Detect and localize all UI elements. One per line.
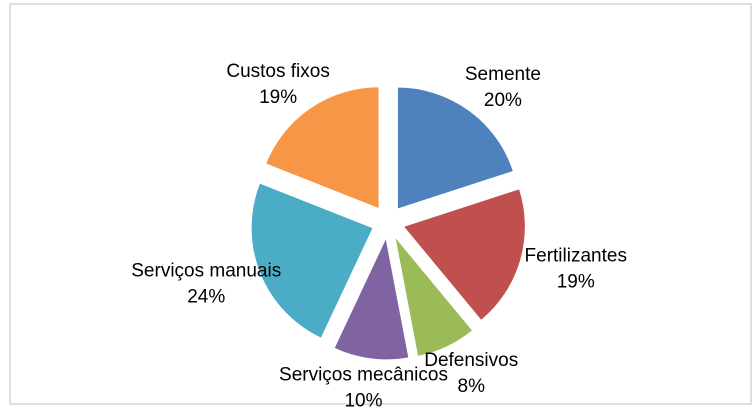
pie-slice <box>394 236 474 357</box>
pie-slice <box>402 188 526 322</box>
slice-value-label: 19% <box>259 87 297 108</box>
slice-value-label: 8% <box>458 376 486 397</box>
slice-value-label: 19% <box>557 271 595 292</box>
slice-value-label: 20% <box>484 90 522 111</box>
pie-slice <box>264 86 380 210</box>
slice-label: Custos fixos <box>226 61 329 82</box>
pie-slice <box>250 182 374 339</box>
pie-slice <box>333 236 410 361</box>
slice-label: Fertilizantes <box>525 245 627 266</box>
slice-label: Serviços manuais <box>131 260 281 281</box>
slice-label: Semente <box>465 64 541 85</box>
pie-slice <box>396 86 515 210</box>
slice-label: Defensivos <box>424 350 518 371</box>
slice-label: Serviços mecânicos <box>279 364 448 385</box>
slice-value-label: 10% <box>344 390 382 407</box>
slice-value-label: 24% <box>187 286 225 307</box>
